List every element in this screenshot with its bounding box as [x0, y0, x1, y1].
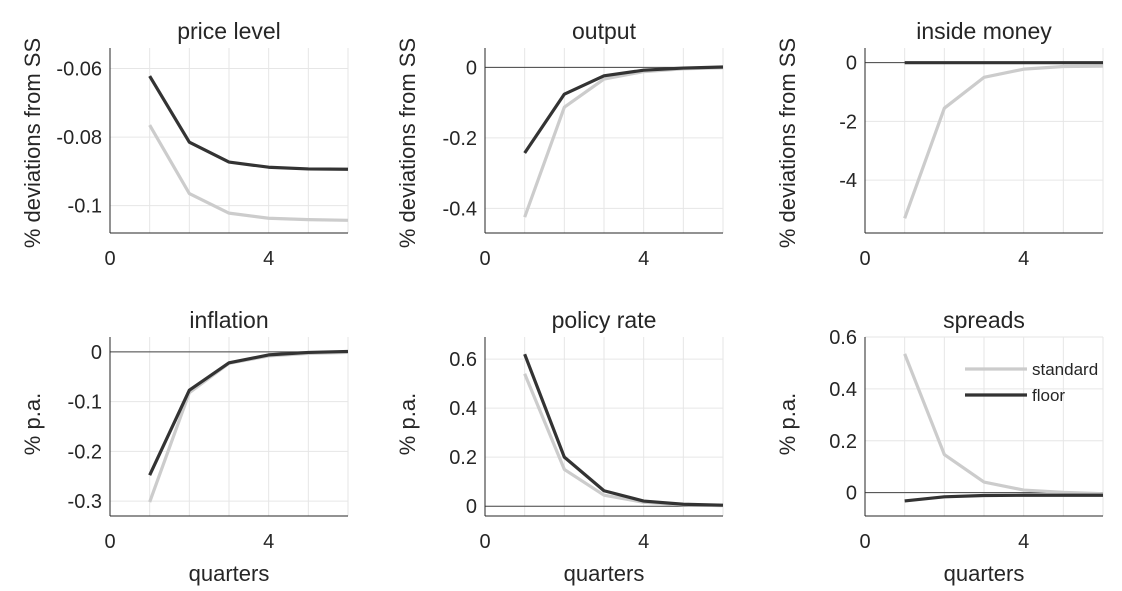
- x-tick-label: 0: [479, 531, 490, 553]
- x-tick-label: 4: [263, 531, 274, 553]
- chart-title: inside money: [916, 18, 1052, 44]
- x-tick-label: 0: [104, 248, 115, 270]
- y-tick-label: 0: [466, 57, 477, 79]
- series-line-floor: [148, 349, 349, 476]
- x-axis-label: quarters: [564, 561, 645, 586]
- panel-3: 0 4 -0.3 -0.2 -0.1 0 inflation % p.a. quarters: [20, 307, 349, 586]
- y-axis-label: % deviations from SS: [775, 38, 800, 248]
- y-tick-label: -0.08: [56, 127, 102, 149]
- chart-title: output: [572, 18, 637, 44]
- y-tick-label: 0.2: [829, 431, 857, 453]
- series-line-standard: [148, 124, 349, 222]
- y-tick-label: 0: [466, 496, 477, 518]
- y-tick-label: 0: [846, 483, 857, 505]
- x-tick-label: 4: [638, 531, 649, 553]
- y-tick-label: 0.6: [829, 327, 857, 349]
- panel-2: 0 4 -4 -2 0 inside money % deviations from SS: [775, 18, 1104, 270]
- y-axis-label: % deviations from SS: [395, 38, 420, 248]
- x-tick-label: 0: [479, 248, 490, 270]
- chart-title: inflation: [189, 307, 268, 333]
- y-tick-label: -0.4: [443, 198, 477, 220]
- x-tick-label: 0: [104, 531, 115, 553]
- x-axis-label: quarters: [189, 561, 270, 586]
- legend-label-floor: floor: [1032, 386, 1065, 405]
- y-tick-label: -0.06: [56, 59, 102, 81]
- y-tick-label: 0.4: [449, 398, 477, 420]
- y-tick-label: -0.3: [68, 491, 102, 513]
- y-axis-label: % p.a.: [20, 393, 45, 455]
- panel-5: 0 4 0 0.2 0.4 0.6 spreads % p.a. quarters standar…: [775, 307, 1104, 586]
- panel-4: 0 4 0 0.2 0.4 0.6 policy rate % p.a. quarters: [395, 307, 724, 586]
- y-tick-label: 0.4: [829, 379, 857, 401]
- series-line-standard: [148, 350, 349, 503]
- panel-1: 0 4 -0.4 -0.2 0 output % deviations from SS: [395, 18, 724, 270]
- chart-title: spreads: [943, 307, 1025, 333]
- y-axis-label: % p.a.: [775, 393, 800, 455]
- series-line-standard: [523, 373, 724, 508]
- chart-title: policy rate: [552, 307, 657, 333]
- series-line-standard: [903, 64, 1104, 219]
- y-tick-label: -0.2: [443, 128, 477, 150]
- y-tick-label: -0.1: [68, 196, 102, 218]
- panel-0: 0 4 -0.1 -0.08 -0.06 price level % deviations …: [20, 18, 349, 270]
- y-axis-label: % deviations from SS: [20, 38, 45, 248]
- legend-label-standard: standard: [1032, 360, 1098, 379]
- y-tick-label: 0: [91, 342, 102, 364]
- x-tick-label: 4: [1018, 248, 1029, 270]
- series-line-standard: [903, 353, 1104, 496]
- y-tick-label: -0.1: [68, 392, 102, 414]
- legend: standard floor: [965, 360, 1098, 405]
- x-tick-label: 4: [638, 248, 649, 270]
- y-tick-label: 0.6: [449, 349, 477, 371]
- chart-title: price level: [177, 18, 281, 44]
- series-line-floor: [523, 353, 724, 507]
- series-line-standard: [523, 66, 724, 218]
- x-tick-label: 4: [1018, 531, 1029, 553]
- y-tick-label: 0.2: [449, 447, 477, 469]
- y-axis-label: % p.a.: [395, 393, 420, 455]
- x-axis-label: quarters: [944, 561, 1025, 586]
- x-tick-label: 0: [859, 248, 870, 270]
- series-line-floor: [523, 65, 724, 154]
- series-line-floor: [904, 493, 1103, 503]
- y-tick-label: 0: [846, 53, 857, 75]
- x-tick-label: 4: [263, 248, 274, 270]
- y-tick-label: -0.2: [68, 441, 102, 463]
- y-tick-label: -2: [839, 111, 857, 133]
- y-tick-label: -4: [839, 170, 857, 192]
- series-line-floor: [148, 75, 349, 171]
- x-tick-label: 0: [859, 531, 870, 553]
